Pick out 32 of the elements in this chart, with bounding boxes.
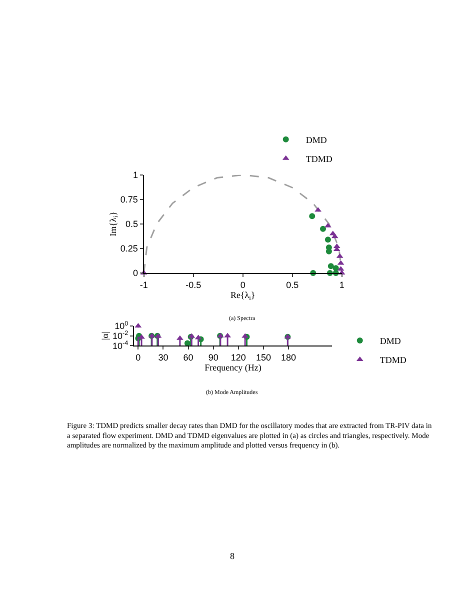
point xyxy=(324,236,331,243)
y-tick-label: 0.75 xyxy=(120,194,138,205)
y-tick-label: 1 xyxy=(132,170,138,180)
legend-label: DMD xyxy=(306,134,328,145)
point xyxy=(328,263,334,270)
y-tick-label: 0.5 xyxy=(125,219,138,230)
point xyxy=(138,334,145,339)
x-tick-label: 30 xyxy=(158,352,168,363)
x-axis-title: Re{λ$_{i}$} xyxy=(230,290,256,302)
y-tick-label: 10$^{0}$ xyxy=(114,320,129,332)
x-tick-label: -0.5 xyxy=(186,280,202,290)
x-tick-label: 90 xyxy=(208,352,218,363)
x-tick-label: -1 xyxy=(140,280,148,290)
point xyxy=(320,226,326,232)
x-axis-title: Frequency (Hz) xyxy=(204,362,262,373)
y-axis-title: |α| xyxy=(100,331,110,340)
text: 8 xyxy=(230,551,235,561)
x-tick-label: 0.5 xyxy=(286,280,299,290)
x-tick-label: 60 xyxy=(183,352,194,363)
x-tick-label: 150 xyxy=(256,352,271,363)
x-tick-label: 120 xyxy=(230,352,246,363)
x-tick-label: 0 xyxy=(240,280,246,290)
y-tick-label: 10$^{-2}$ xyxy=(112,330,129,341)
y-tick-label: 10$^{-4}$ xyxy=(112,340,129,351)
x-tick-label: 180 xyxy=(281,352,296,363)
legend-label: TDMD xyxy=(306,154,333,164)
legend-label: DMD xyxy=(380,336,402,346)
point xyxy=(309,213,316,220)
x-tick-label: 1 xyxy=(339,280,344,290)
y-tick-label: 0 xyxy=(132,268,138,278)
y-tick-label: 0.25 xyxy=(120,244,138,254)
legend-label: TDMD xyxy=(380,355,407,366)
